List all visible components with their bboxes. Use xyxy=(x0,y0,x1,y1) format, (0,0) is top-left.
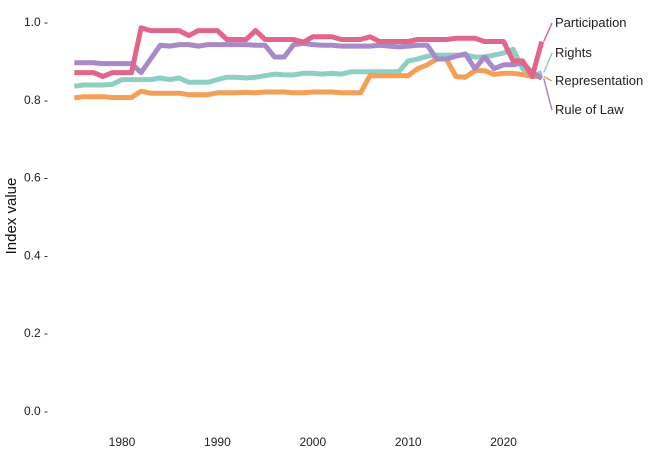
series-labels: Participation Rights Representation Rule of… xyxy=(543,15,643,117)
y-tick-label: 0.6 - xyxy=(24,171,48,185)
x-tick-label: 2000 xyxy=(299,435,326,449)
series-label-rule-of-law: Rule of Law xyxy=(555,102,624,117)
series-label-representation: Representation xyxy=(555,73,643,88)
series-label-participation: Participation xyxy=(555,15,627,30)
leader-line xyxy=(543,78,553,111)
series-lines xyxy=(73,25,545,101)
x-tick-label: 1990 xyxy=(204,435,231,449)
y-tick-label: 0.2 - xyxy=(24,326,48,340)
x-axis-ticks: 1980 1990 2000 2010 2020 xyxy=(109,435,518,449)
x-tick-label: 1980 xyxy=(109,435,136,449)
x-tick-label: 2010 xyxy=(395,435,422,449)
y-tick-label: 1.0 - xyxy=(24,15,48,29)
y-axis-ticks: 0.0 - 0.2 - 0.4 - 0.6 - 0.8 - 1.0 - xyxy=(24,15,48,418)
y-tick-label: 0.8 - xyxy=(24,93,48,107)
leader-line xyxy=(543,22,553,42)
y-tick-label: 0.0 - xyxy=(24,404,48,418)
y-tick-label: 0.4 - xyxy=(24,248,48,262)
leader-line xyxy=(543,75,553,82)
series-line-participation xyxy=(74,25,545,79)
x-tick-label: 2020 xyxy=(490,435,517,449)
y-axis-title: Index value xyxy=(3,178,20,255)
series-label-rights: Rights xyxy=(555,45,592,60)
series-line-representation xyxy=(73,56,542,101)
series-line-rule-of-law xyxy=(74,40,544,81)
leader-line xyxy=(543,52,553,73)
